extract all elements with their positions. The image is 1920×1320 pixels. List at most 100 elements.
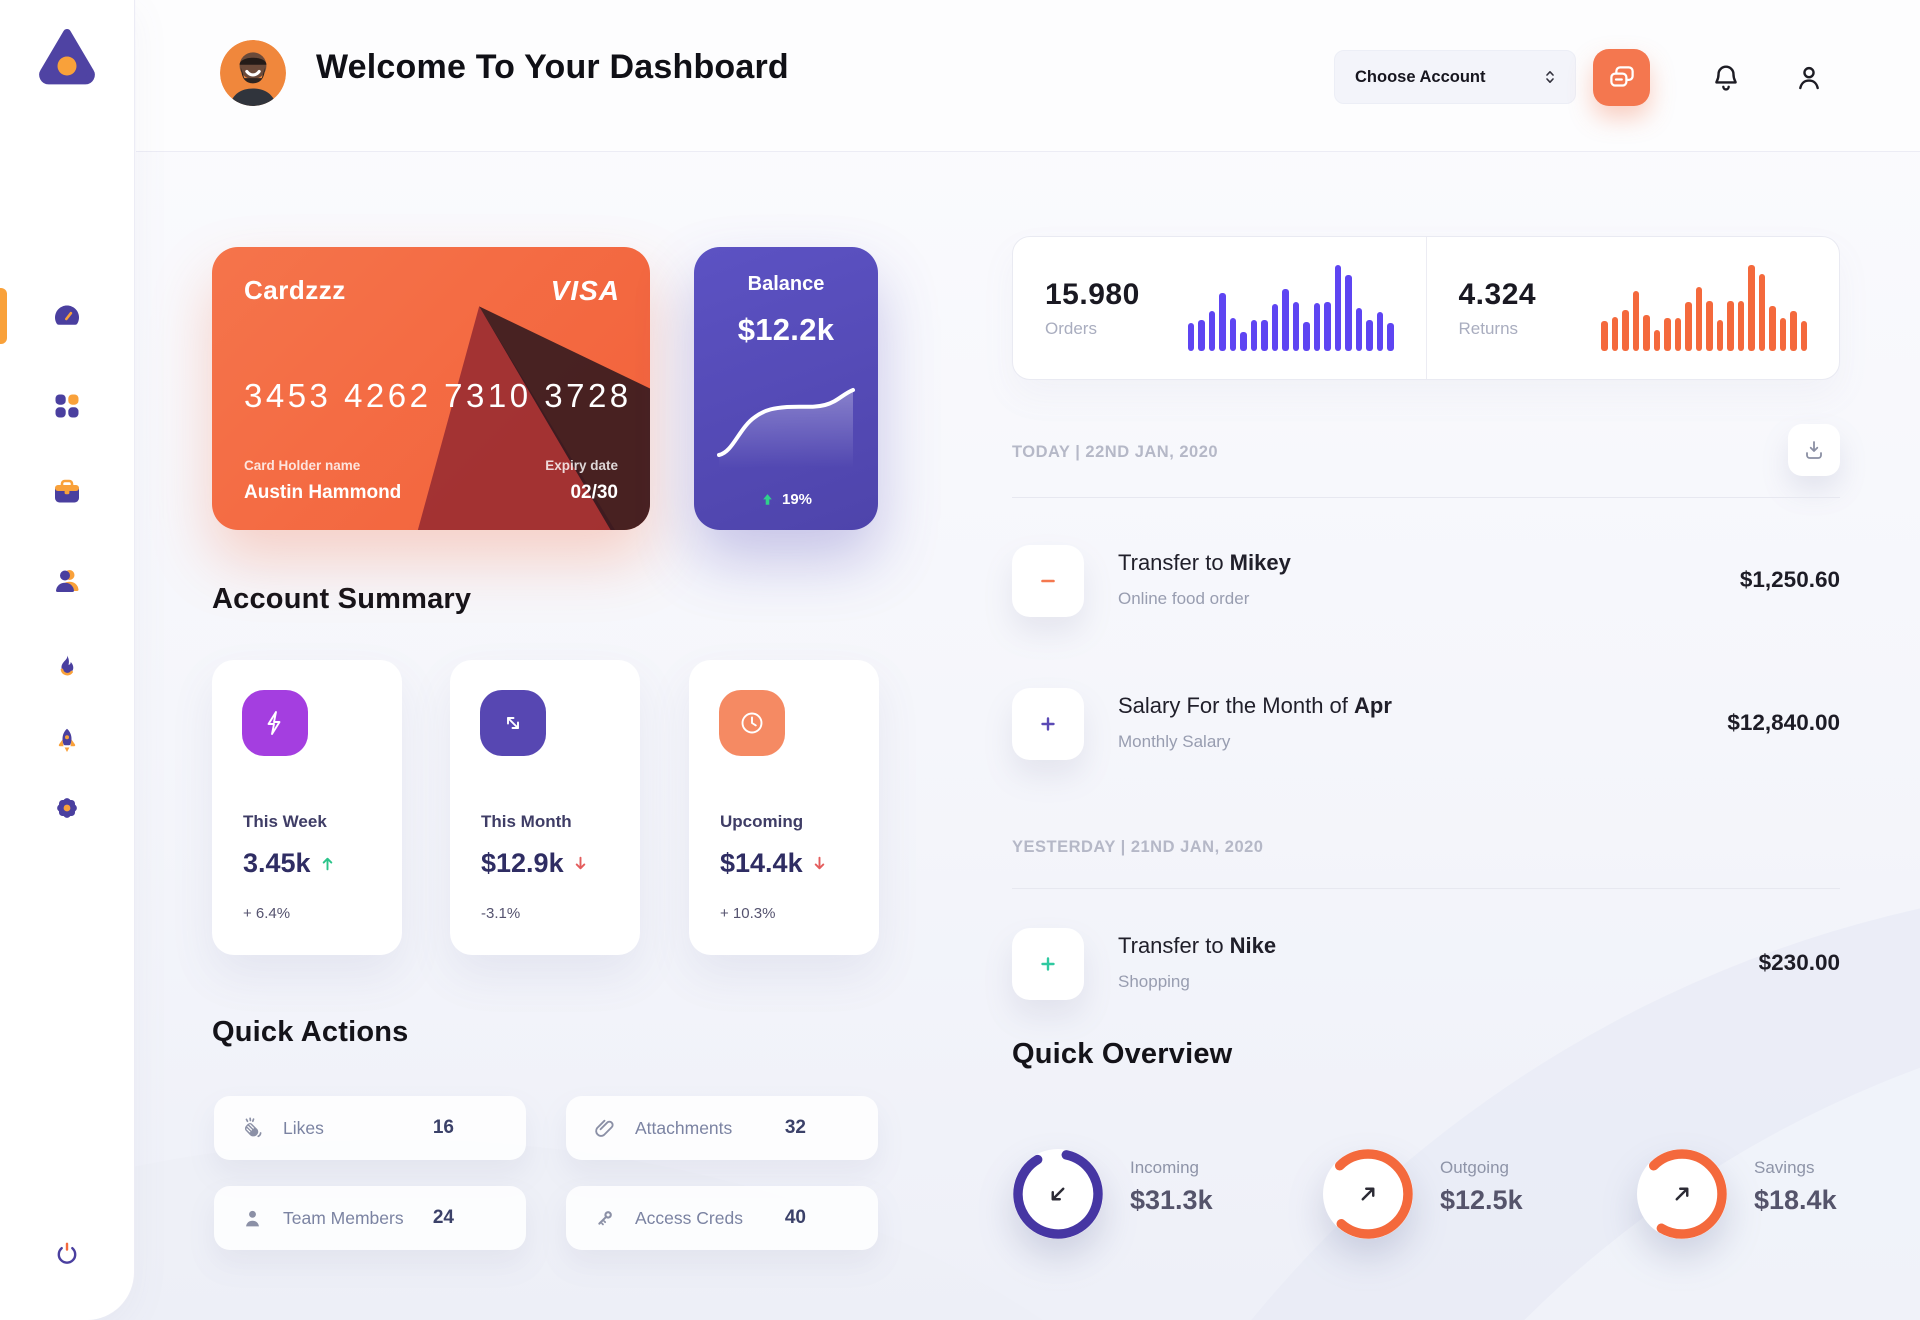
card-number: 3453 4262 7310 3728 <box>244 377 632 414</box>
quick-action-label: Likes <box>283 1117 324 1138</box>
balance-label: Balance <box>747 273 825 295</box>
transfer-arrows-icon <box>480 690 546 756</box>
sidebar-item-settings[interactable] <box>49 790 85 826</box>
notifications-button[interactable] <box>1707 59 1745 97</box>
orders-stat: 15.980 Orders <box>1013 237 1427 379</box>
quick-action-label: Attachments <box>635 1117 733 1138</box>
clap-icon <box>244 1116 262 1137</box>
card-expiry-label: Expiry date <box>545 458 618 473</box>
key-icon <box>598 1210 612 1225</box>
quick-action-access-creds[interactable]: Access Creds 40 <box>566 1186 878 1250</box>
user-icon <box>55 570 79 592</box>
summary-delta: + 10.3% <box>720 905 776 922</box>
sidebar-item-projects[interactable] <box>49 474 85 510</box>
quick-actions-title: Quick Actions <box>212 1016 409 1048</box>
chat-icon <box>1609 65 1634 87</box>
sidebar-item-apps[interactable] <box>49 388 85 424</box>
flame-icon <box>60 655 74 676</box>
overview-label: Incoming <box>1130 1158 1199 1177</box>
grid-icon <box>55 394 79 418</box>
overview-value: $31.3k <box>1130 1185 1213 1215</box>
divider <box>1012 497 1840 498</box>
sidebar-item-launch[interactable] <box>49 724 85 760</box>
overview-savings: Savings $18.4k <box>1630 1142 1920 1252</box>
trend-up-icon <box>322 857 332 871</box>
returns-label: Returns <box>1458 318 1519 338</box>
overview-value: $18.4k <box>1754 1185 1837 1215</box>
avatar-photo <box>220 40 286 106</box>
account-select[interactable]: Choose Account <box>1334 50 1576 104</box>
bolt-icon <box>242 690 308 756</box>
overview-value: $12.5k <box>1440 1185 1523 1215</box>
quick-action-count: 40 <box>784 1207 806 1228</box>
sidebar-item-trending[interactable] <box>49 650 85 686</box>
quick-overview-title: Quick Overview <box>1012 1038 1233 1070</box>
person-icon <box>1799 66 1819 90</box>
transaction-row-mikey[interactable]: Transfer to Mikey Online food order $1,2… <box>1012 545 1840 619</box>
orders-label: Orders <box>1045 318 1097 338</box>
user-avatar[interactable] <box>220 40 286 106</box>
summary-label: Upcoming <box>720 812 804 831</box>
summary-card-this-month[interactable]: This Month $12.9k -3.1% <box>450 660 640 955</box>
credit-card[interactable]: Cardzzz VISA 3453 4262 7310 3728 Card Ho… <box>212 247 650 530</box>
quick-action-count: 24 <box>432 1207 454 1228</box>
trend-down-icon <box>575 856 585 870</box>
savings-donut-gauge <box>1630 1142 1734 1246</box>
returns-value: 4.324 <box>1458 277 1537 311</box>
quick-action-likes[interactable]: Likes 16 <box>214 1096 526 1160</box>
download-icon <box>1806 441 1822 459</box>
transaction-subtitle: Shopping <box>1118 972 1190 991</box>
transaction-subtitle: Monthly Salary <box>1118 732 1231 751</box>
summary-card-upcoming[interactable]: Upcoming $14.4k + 10.3% <box>689 660 879 955</box>
page-title: Welcome To Your Dashboard <box>316 48 789 86</box>
summary-value: $14.4k <box>720 848 803 878</box>
quick-action-attachments[interactable]: Attachments 32 <box>566 1096 878 1160</box>
visa-logo: VISA <box>550 275 620 306</box>
gauge-icon <box>55 305 79 325</box>
quick-action-label: Access Creds <box>635 1207 743 1228</box>
overview-label: Outgoing <box>1440 1158 1509 1177</box>
messages-button[interactable] <box>1593 49 1650 106</box>
clock-icon <box>719 690 785 756</box>
card-holder-label: Card Holder name <box>244 458 361 473</box>
card-name: Cardzzz <box>244 275 346 305</box>
select-chevrons-icon <box>1546 71 1554 83</box>
profile-button[interactable] <box>1790 59 1828 97</box>
transaction-row-salary[interactable]: Salary For the Month of Apr Monthly Sala… <box>1012 688 1840 762</box>
arrow-up-right-icon <box>1675 1187 1689 1201</box>
trend-down-icon <box>814 856 824 870</box>
rocket-icon <box>58 728 76 752</box>
balance-value: $12.2k <box>737 312 835 347</box>
transaction-amount: $230.00 <box>1758 950 1840 975</box>
yesterday-group-header: YESTERDAY | 21ND JAN, 2020 <box>1012 838 1264 856</box>
sidebar-item-dashboard[interactable] <box>49 298 85 334</box>
summary-card-this-week[interactable]: This Week 3.45k + 6.4% <box>212 660 402 955</box>
orders-bar-chart <box>1187 265 1394 351</box>
download-button[interactable] <box>1788 424 1840 476</box>
transaction-subtitle: Online food order <box>1118 589 1250 608</box>
bell-icon <box>1715 65 1737 91</box>
balance-change: 19% <box>781 491 813 508</box>
card-expiry: 02/30 <box>570 482 618 503</box>
gear-icon <box>57 798 77 818</box>
transaction-row-nike[interactable]: Transfer to Nike Shopping $230.00 <box>1012 928 1840 1002</box>
quick-action-team-members[interactable]: Team Members 24 <box>214 1186 526 1250</box>
summary-delta: + 6.4% <box>243 905 291 922</box>
outgoing-donut-gauge <box>1316 1142 1420 1246</box>
quick-action-count: 32 <box>784 1117 806 1138</box>
member-icon <box>246 1210 259 1226</box>
arrow-up-right-icon <box>1361 1187 1375 1201</box>
orders-value: 15.980 <box>1045 277 1140 311</box>
active-nav-indicator <box>0 288 7 344</box>
power-icon <box>57 1242 77 1264</box>
card-holder-name: Austin Hammond <box>244 482 402 503</box>
transaction-amount: $12,840.00 <box>1727 710 1840 735</box>
minus-icon <box>1012 545 1084 617</box>
balance-card[interactable]: Balance $12.2k 19% <box>694 247 878 530</box>
sidebar-item-contacts[interactable] <box>49 563 85 599</box>
returns-stat: 4.324 Returns <box>1427 237 1840 379</box>
overview-incoming: Incoming $31.3k <box>1006 1142 1296 1252</box>
sidebar-item-logout[interactable] <box>49 1237 85 1273</box>
orders-returns-card: 15.980 Orders 4.324 Returns <box>1012 236 1840 380</box>
overview-outgoing: Outgoing $12.5k <box>1316 1142 1606 1252</box>
